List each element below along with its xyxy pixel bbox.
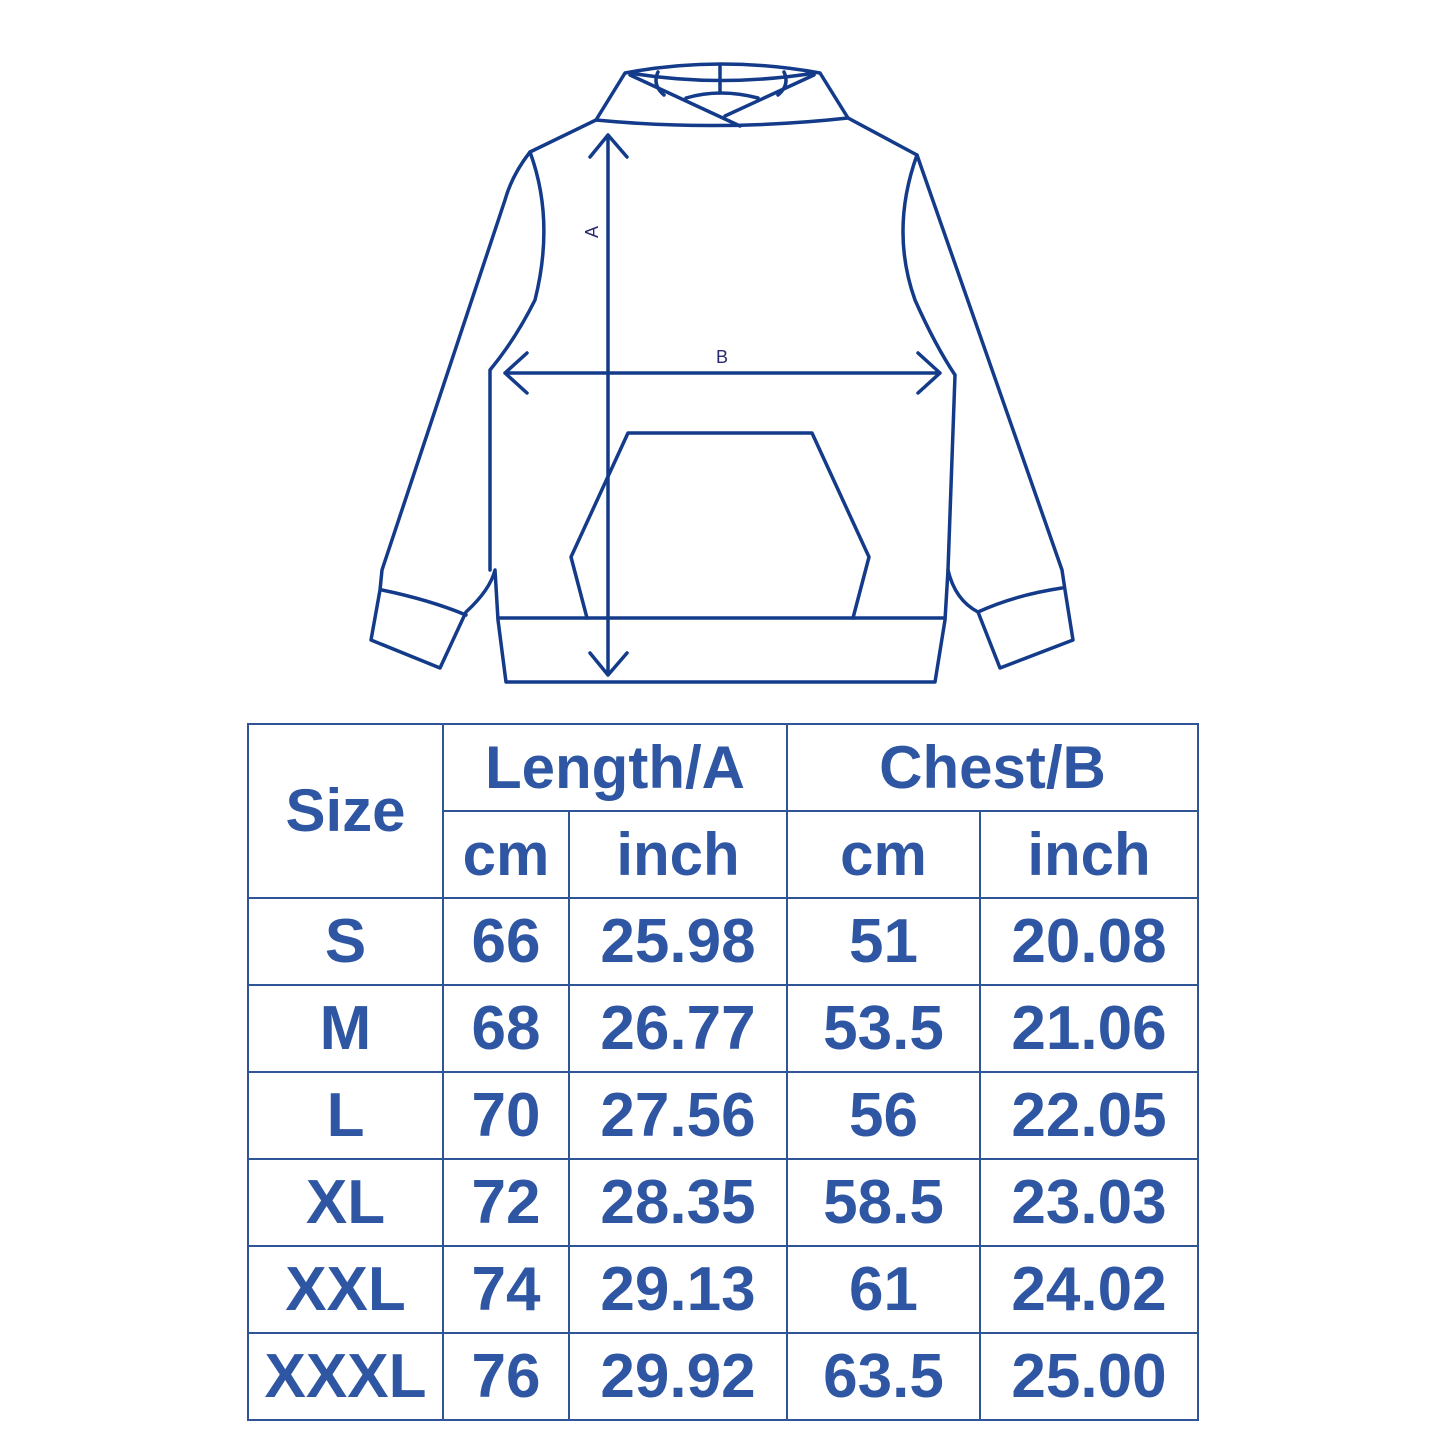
- table-row: XL 72 28.35 58.5 23.03: [247, 1158, 1199, 1247]
- cell-chest-inch: 20.08: [979, 897, 1199, 986]
- header-length: Length/A: [442, 723, 788, 812]
- table-row: XXL 74 29.13 61 24.02: [247, 1245, 1199, 1334]
- cell-chest-cm: 61: [786, 1245, 981, 1334]
- subheader-row: cm inch cm inch: [248, 810, 1199, 899]
- left-cuff: [380, 588, 468, 617]
- header-chest-cm: cm: [786, 810, 981, 899]
- cell-chest-inch: 24.02: [979, 1245, 1199, 1334]
- left-sleeve-seam: [488, 150, 546, 572]
- cell-length-cm: 68: [442, 984, 570, 1073]
- cell-length-cm: 72: [442, 1158, 570, 1247]
- table-row: L 70 27.56 56 22.05: [247, 1071, 1199, 1160]
- label-b: B: [716, 347, 728, 367]
- chest-arrow: [503, 351, 942, 395]
- table-row: XXXL 76 29.92 63.5 25.00: [247, 1332, 1199, 1421]
- cell-size: M: [247, 984, 444, 1073]
- cell-length-inch: 29.92: [568, 1332, 788, 1421]
- right-sleeve-seam: [901, 153, 957, 572]
- cell-length-cm: 66: [442, 897, 570, 986]
- header-size: Size: [247, 723, 444, 899]
- cell-chest-inch: 21.06: [979, 984, 1199, 1073]
- cell-length-inch: 28.35: [568, 1158, 788, 1247]
- cell-length-inch: 27.56: [568, 1071, 788, 1160]
- hood-inner-curves: [654, 70, 788, 100]
- cell-chest-cm: 53.5: [786, 984, 981, 1073]
- cell-size: XL: [247, 1158, 444, 1247]
- cell-size: S: [247, 897, 444, 986]
- header-chest-inch: inch: [979, 810, 1199, 899]
- cell-length-cm: 70: [442, 1071, 570, 1160]
- cell-chest-cm: 58.5: [786, 1158, 981, 1247]
- cell-length-cm: 76: [442, 1332, 570, 1421]
- hood-cross-left: [628, 73, 742, 128]
- cell-chest-inch: 25.00: [979, 1332, 1199, 1421]
- cell-length-inch: 26.77: [568, 984, 788, 1073]
- hood-cross-right: [723, 73, 816, 118]
- cell-chest-cm: 56: [786, 1071, 981, 1160]
- label-a: A: [582, 226, 602, 238]
- cell-length-inch: 25.98: [568, 897, 788, 986]
- header-length-cm: cm: [442, 810, 570, 899]
- hoodie-diagram: A B: [369, 62, 1075, 684]
- header-chest: Chest/B: [786, 723, 1199, 812]
- cell-size: XXXL: [247, 1332, 444, 1421]
- cell-size: L: [247, 1071, 444, 1160]
- cell-chest-inch: 22.05: [979, 1071, 1199, 1160]
- cell-length-inch: 29.13: [568, 1245, 788, 1334]
- cell-length-cm: 74: [442, 1245, 570, 1334]
- table-row: M 68 26.77 53.5 21.06: [247, 984, 1199, 1073]
- cell-chest-cm: 63.5: [786, 1332, 981, 1421]
- body-outline: [369, 116, 1075, 684]
- right-cuff: [976, 586, 1064, 614]
- table-row: S 66 25.98 51 20.08: [247, 897, 1199, 986]
- cell-chest-inch: 23.03: [979, 1158, 1199, 1247]
- header-length-inch: inch: [568, 810, 788, 899]
- cell-size: XXL: [247, 1245, 444, 1334]
- kangaroo-pocket: [569, 431, 871, 620]
- cell-chest-cm: 51: [786, 897, 981, 986]
- length-arrow: [588, 133, 629, 677]
- header-row: Size Length/A Chest/B: [247, 723, 1199, 899]
